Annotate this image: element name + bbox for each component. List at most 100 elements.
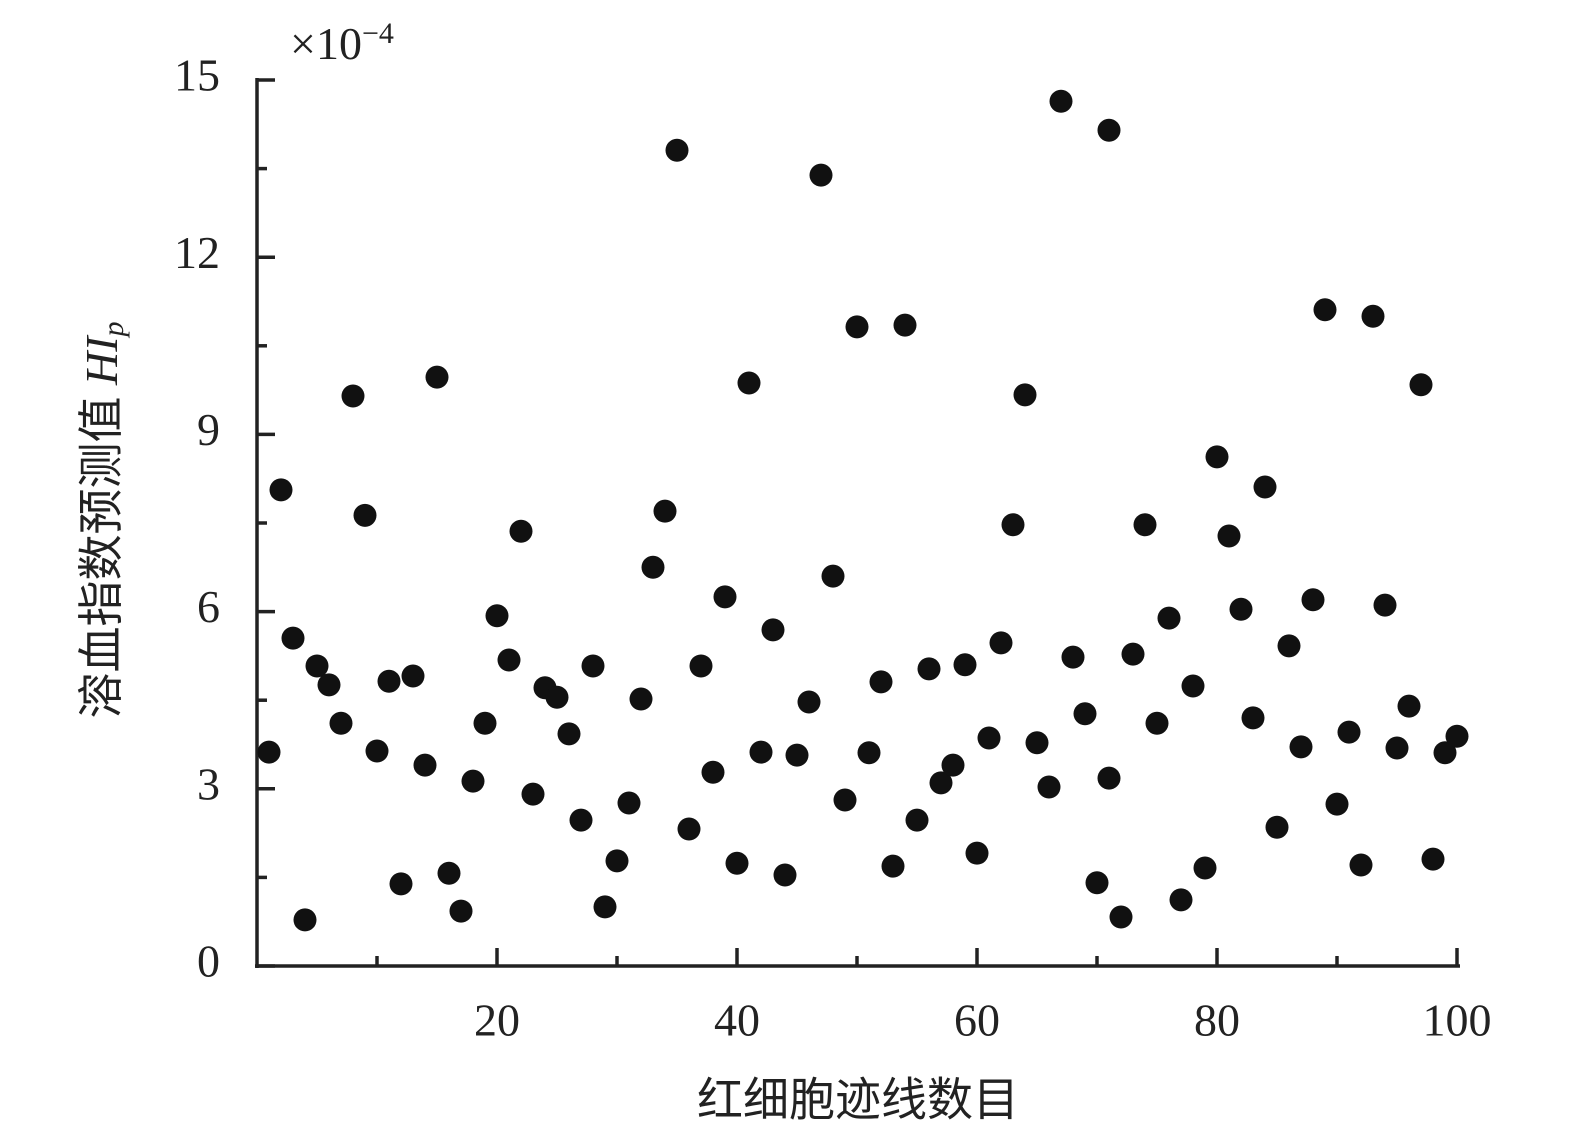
y-tick-label: 3 [197,758,220,809]
point [857,741,881,765]
point [905,808,929,832]
point [1301,588,1325,612]
x-tick-label: 80 [1194,995,1240,1046]
point [569,808,593,832]
multiplier-base: ×10 [290,18,362,69]
point [821,564,845,588]
point [1337,720,1361,744]
point [833,788,857,812]
point [365,739,389,763]
y-tick-label: 9 [197,404,220,455]
point [1313,298,1337,322]
point [869,670,893,694]
point [1037,775,1061,799]
point [1385,736,1409,760]
point [641,555,665,579]
point [1241,706,1265,730]
point [605,849,629,873]
point [497,648,521,672]
point [1265,815,1289,839]
y-tick-label: 12 [174,227,220,278]
point [809,163,833,187]
point [665,138,689,162]
point [1229,597,1253,621]
point [509,519,533,543]
point [989,631,1013,655]
point [917,657,941,681]
point [317,673,341,697]
point [737,371,761,395]
point [485,604,509,628]
point [1433,741,1457,765]
x-tick-label: 100 [1423,995,1492,1046]
point [557,722,581,746]
point [1205,445,1229,469]
point [1025,731,1049,755]
point [377,669,401,693]
point [677,817,701,841]
point [1049,89,1073,113]
point [965,841,989,865]
point [281,626,305,650]
point [257,740,281,764]
point [1181,674,1205,698]
point [1121,642,1145,666]
point [977,726,1001,750]
point [1349,853,1373,877]
point [1421,847,1445,871]
point [521,782,545,806]
point [353,503,377,527]
point [785,743,809,767]
point [1397,694,1421,718]
point [749,740,773,764]
point [1373,593,1397,617]
point [761,618,785,642]
point [461,769,485,793]
multiplier-exp: −4 [362,17,394,50]
y-tick-label: 15 [174,50,220,101]
point [1085,871,1109,895]
multiplier: ×10−4 [290,17,394,69]
y-tick-label: 6 [197,581,220,632]
x-tick-label: 40 [714,995,760,1046]
point [1169,888,1193,912]
point [1445,724,1469,748]
point [773,863,797,887]
y-axis-title: 溶血指数预测值 HIp [76,321,130,718]
point [893,313,917,337]
point [797,690,821,714]
point [845,315,869,339]
point [1409,373,1433,397]
point [1157,606,1181,630]
y-axis-title-text: 溶血指数预测值 [76,385,127,719]
x-axis-title: 红细胞迹线数目 [697,1075,1019,1126]
point [473,711,497,735]
y-tick-label: 0 [197,936,220,987]
point [653,499,677,523]
point [425,365,449,389]
point [617,791,641,815]
point [293,908,317,932]
point [1277,634,1301,658]
point [941,753,965,777]
point [1361,304,1385,328]
point [953,653,977,677]
point [1109,905,1133,929]
point [401,664,425,688]
point [341,384,365,408]
x-tick-label: 60 [954,995,1000,1046]
point [413,753,437,777]
point [629,687,653,711]
x-tick-label: 20 [474,995,520,1046]
point [1145,711,1169,735]
point [1097,118,1121,142]
point [329,711,353,735]
point [305,654,329,678]
point [1193,856,1217,880]
point [725,851,749,875]
point [1097,766,1121,790]
point [437,861,461,885]
y-axis-title-var: HI [76,334,127,386]
